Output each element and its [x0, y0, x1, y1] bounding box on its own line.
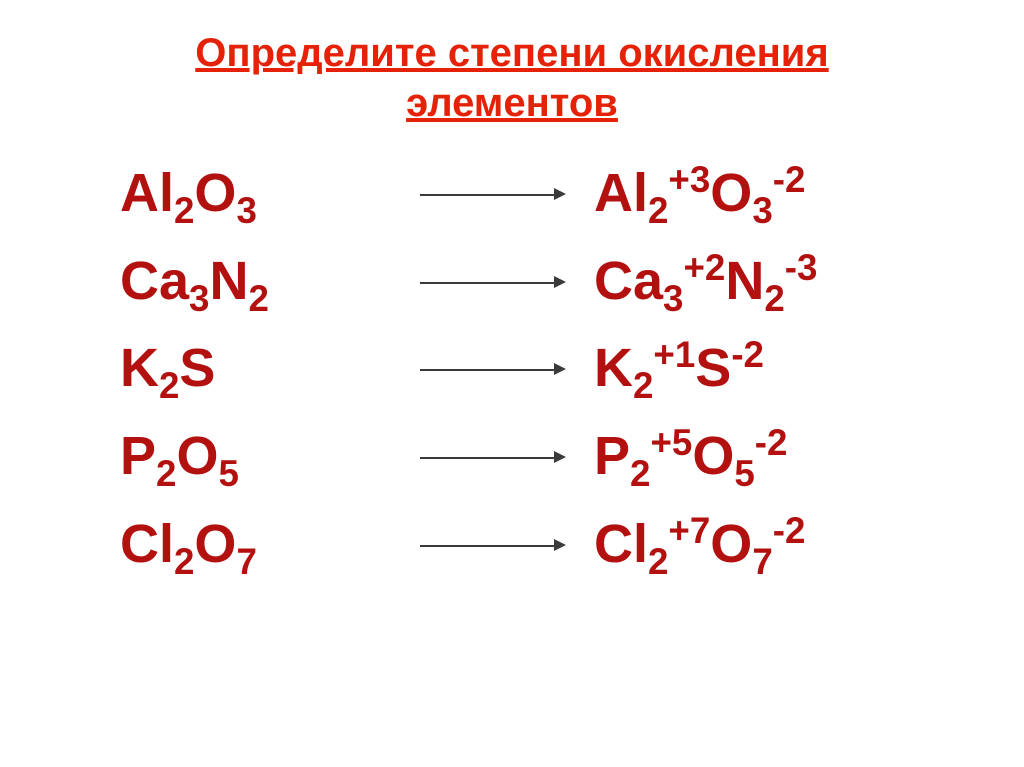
formula-row: P2O5 P2+5O5-2	[120, 415, 984, 499]
formula-row: Al2O3 Al2+3O3-2	[120, 152, 984, 236]
arrow-icon	[420, 179, 570, 209]
chem-formula: Cl2+7O7-2	[594, 514, 805, 574]
chem-formula: Ca3N2	[120, 251, 269, 311]
formula-row: Cl2O7 Cl2+7O7-2	[120, 503, 984, 587]
chem-formula: K2+1S-2	[594, 338, 764, 398]
chem-formula: P2+5O5-2	[594, 426, 787, 486]
formula-list: Al2O3 Al2+3O3-2 Ca3N2 Ca3+2N2-3 K2S K2+1S-2 P2…	[0, 152, 1024, 586]
formula-row: Ca3N2 Ca3+2N2-3	[120, 240, 984, 324]
arrow-icon	[420, 267, 570, 297]
formula-right: P2+5O5-2	[570, 415, 787, 499]
slide: Определите степени окисления элементов A…	[0, 0, 1024, 767]
arrow-icon	[420, 354, 570, 384]
formula-left: K2S	[120, 327, 420, 411]
formula-left: P2O5	[120, 415, 420, 499]
chem-formula: K2S	[120, 338, 215, 398]
formula-left: Ca3N2	[120, 240, 420, 324]
title-line-2: элементов	[0, 78, 1024, 128]
formula-left: Al2O3	[120, 152, 420, 236]
formula-left: Cl2O7	[120, 503, 420, 587]
chem-formula: Al2+3O3-2	[594, 163, 805, 223]
chem-formula: Ca3+2N2-3	[594, 251, 817, 311]
formula-right: K2+1S-2	[570, 327, 764, 411]
slide-title: Определите степени окисления элементов	[0, 0, 1024, 152]
formula-right: Ca3+2N2-3	[570, 240, 817, 324]
title-line-1: Определите степени окисления	[0, 28, 1024, 78]
chem-formula: Al2O3	[120, 163, 257, 223]
chem-formula: P2O5	[120, 426, 239, 486]
formula-row: K2S K2+1S-2	[120, 327, 984, 411]
formula-right: Cl2+7O7-2	[570, 503, 805, 587]
arrow-icon	[420, 530, 570, 560]
formula-right: Al2+3O3-2	[570, 152, 805, 236]
chem-formula: Cl2O7	[120, 514, 257, 574]
arrow-icon	[420, 442, 570, 472]
